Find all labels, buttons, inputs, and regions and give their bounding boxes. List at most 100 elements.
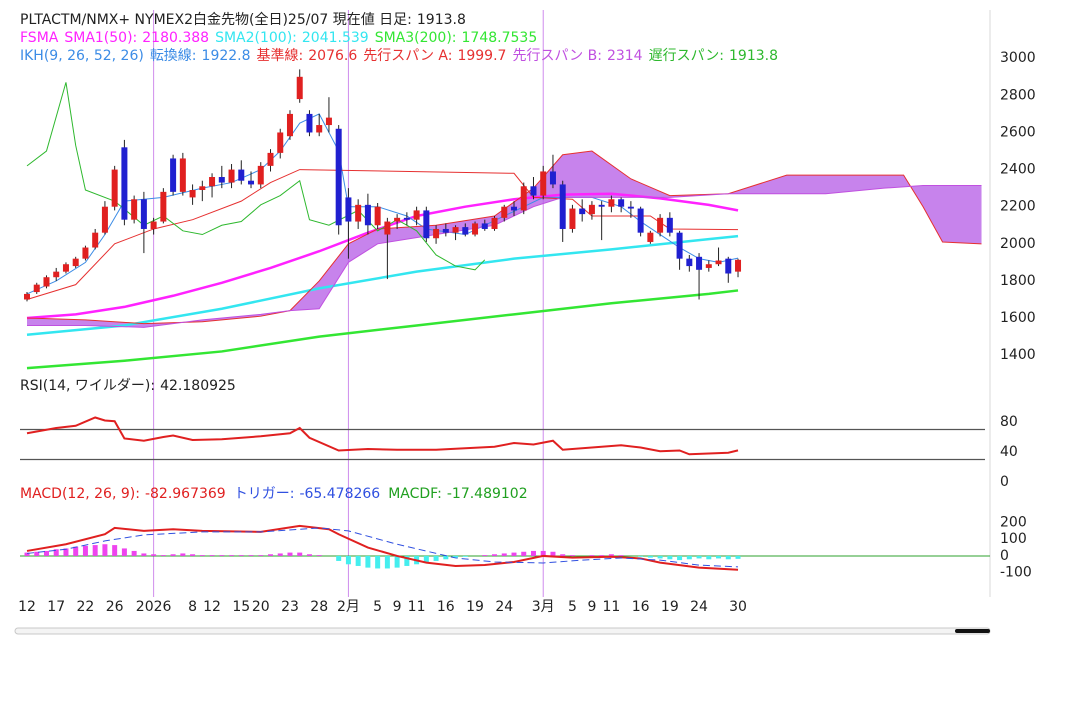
y-tick-label: 0 <box>1000 548 1009 564</box>
candle-body <box>179 158 186 192</box>
histogram-bar <box>725 555 731 560</box>
histogram-bar <box>190 554 196 556</box>
candle-body <box>501 206 508 218</box>
candle-body <box>316 125 323 133</box>
candle-body <box>121 147 128 220</box>
candle-body <box>43 277 50 287</box>
legend-text: MACD(12, 26, 9): <box>20 486 140 502</box>
x-tick-label: 16 <box>632 599 650 615</box>
candle-body <box>33 284 40 293</box>
histogram-bar <box>433 555 439 561</box>
candle-body <box>647 232 654 242</box>
candle-body <box>131 199 138 220</box>
legend-text: SMA1(50): <box>64 30 137 46</box>
histogram-bar <box>667 555 673 560</box>
series-line <box>26 82 486 271</box>
histogram-bar <box>443 555 449 560</box>
histogram-bar <box>618 555 624 556</box>
candle-body <box>433 228 440 239</box>
histogram-bar <box>345 555 351 565</box>
scrollbar-track[interactable] <box>14 627 991 635</box>
x-tick-label: 17 <box>47 599 65 615</box>
x-tick-label: 12 <box>203 599 221 615</box>
candle-body <box>111 169 118 207</box>
legend-row: IKH(9, 26, 52, 26) 転換線: 1922.8 基準線: 2076.6 先行… <box>20 47 778 64</box>
candle-body <box>170 158 177 192</box>
legend-text: 1748.7535 <box>462 30 538 46</box>
candle-body <box>588 204 595 215</box>
legend-row: FSMA SMA1(50): 2180.388 SMA2(100): 2041.539 S… <box>20 30 537 46</box>
histogram-bar <box>462 555 468 557</box>
series-line <box>27 185 982 328</box>
x-tick-label: 2026 <box>136 599 172 615</box>
histogram-bar <box>569 555 575 556</box>
histogram-bar <box>258 555 264 556</box>
candle-body <box>24 293 30 300</box>
candle-body <box>306 113 313 133</box>
candle-body <box>569 208 576 229</box>
candle-body <box>53 271 60 278</box>
candle-body <box>296 76 303 100</box>
candle-body <box>286 113 293 137</box>
histogram-bar <box>238 555 244 556</box>
legend-text: 1999.7 <box>457 48 506 64</box>
legend-text: 2314 <box>607 48 643 64</box>
candle-body <box>618 199 625 207</box>
histogram-bar <box>647 555 653 558</box>
candle-body <box>257 165 264 185</box>
legend-text: 転換線: <box>150 48 197 64</box>
histogram-bar <box>375 555 381 569</box>
candle-body <box>248 180 255 185</box>
candle-body <box>462 227 469 235</box>
candle-body <box>374 206 381 226</box>
candle-body <box>267 152 274 166</box>
candle-body <box>277 132 284 153</box>
candle-body <box>345 197 352 222</box>
x-tick-label: 22 <box>77 599 95 615</box>
series-line <box>26 192 739 320</box>
legend-text: 基準線: <box>257 47 304 64</box>
candle-body <box>705 264 712 268</box>
candle-body <box>540 171 547 196</box>
candle-body <box>442 228 449 233</box>
candle-body <box>725 258 732 274</box>
histogram-bar <box>657 555 663 559</box>
candle-body <box>238 169 245 181</box>
histogram-bar <box>209 555 215 556</box>
candle-body <box>364 204 371 226</box>
legend-text: PLTACTM/NMX+ NYMEX2白金先物(全日)25/07 現在値 日足: <box>20 11 412 28</box>
histogram-bar <box>365 555 371 568</box>
x-tick-label: 26 <box>106 599 124 615</box>
histogram-bar <box>229 555 235 556</box>
histogram-bar <box>404 555 410 566</box>
histogram-bar <box>599 555 605 556</box>
legend-text: トリガー: <box>234 486 295 502</box>
histogram-bar <box>34 551 40 556</box>
histogram-bar <box>121 548 127 556</box>
y-tick-label: 1800 <box>1000 273 1036 289</box>
y-tick-label: 2400 <box>1000 162 1036 178</box>
x-tick-label: 30 <box>729 599 747 615</box>
legend-text: -17.489102 <box>447 486 528 502</box>
candle-body <box>209 177 216 187</box>
legend-text: 先行スパン A: <box>363 48 452 64</box>
candle-body <box>189 190 196 198</box>
candle-body <box>218 177 225 183</box>
histogram-bar <box>160 555 166 556</box>
candle-body <box>82 247 89 259</box>
candle-body <box>384 221 391 235</box>
histogram-bar <box>501 553 507 556</box>
series-line <box>26 524 739 571</box>
y-tick-label: 2600 <box>1000 124 1036 140</box>
x-tick-label: 24 <box>495 599 513 615</box>
x-tick-label: 5 <box>568 599 577 615</box>
histogram-bar <box>151 554 157 556</box>
candle-body <box>627 206 634 209</box>
histogram-bar <box>180 553 186 556</box>
candle-body <box>481 223 488 229</box>
x-tick-label: 9 <box>393 599 402 615</box>
scrollbar-thumb[interactable] <box>955 629 990 633</box>
histogram-bar <box>316 555 322 556</box>
y-tick-label: 3000 <box>1000 50 1036 66</box>
